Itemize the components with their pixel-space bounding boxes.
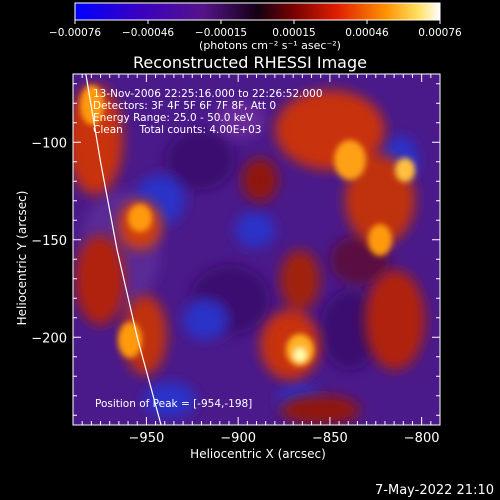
y-axis-label: Heliocentric Y (arcsec) [15,191,29,326]
colorbar-tick-label: 0.00046 [345,27,389,39]
annotation-detectors: Detectors: 3F 4F 5F 6F 7F 8F, Att 0 [93,100,276,112]
bright-cores [80,85,415,366]
peak-position-label: Position of Peak = [-954,-198] [95,398,252,410]
x-tick-label: −850 [312,431,348,446]
annotation-clean: Clean Total counts: 4.00E+03 [93,124,262,136]
y-tick-label: −200 [31,331,67,346]
emission-regions [73,85,425,425]
axis-ticks: −950 −900 −850 −800 −100 −150 −200 [31,74,441,446]
colorbar-ticks: −0.00076 −0.00046 −0.00015 0.00015 0.00046 0.… [49,20,462,39]
chart-title: Reconstructed RHESSI Image [133,53,367,72]
y-tick-label: −150 [31,234,67,249]
solar-limb-line [85,74,162,425]
x-axis-label: Heliocentric X (arcsec) [190,447,326,461]
annotation-time: 13-Nov-2006 22:25:16.000 to 22:26:52.000 [93,88,323,100]
colorbar-gradient [74,2,441,21]
x-tick-label: −900 [220,431,256,446]
colorbar-tick-label: 0.00076 [418,27,462,39]
y-tick-label: −100 [31,136,67,151]
colorbar: −0.00076 −0.00046 −0.00015 0.00015 0.00046 0.… [49,2,462,52]
colorbar-tick-label: −0.00015 [195,27,247,39]
limb-layer [85,74,162,425]
annotation-energy: Energy Range: 25.0 - 50.0 keV [93,112,254,124]
x-tick-label: −950 [129,431,165,446]
footer-timestamp: 7-May-2022 21:10 [375,483,494,498]
image-plot [73,74,440,425]
x-tick-label: −800 [404,431,440,446]
colorbar-tick-label: −0.00046 [122,27,175,39]
colorbar-tick-label: 0.00015 [272,27,315,39]
annotation-block: 13-Nov-2006 22:25:16.000 to 22:26:52.000… [93,88,323,136]
colorbar-units: (photons cm⁻² s⁻¹ asec⁻²) [199,39,341,52]
colorbar-tick-label: −0.00076 [49,27,102,39]
